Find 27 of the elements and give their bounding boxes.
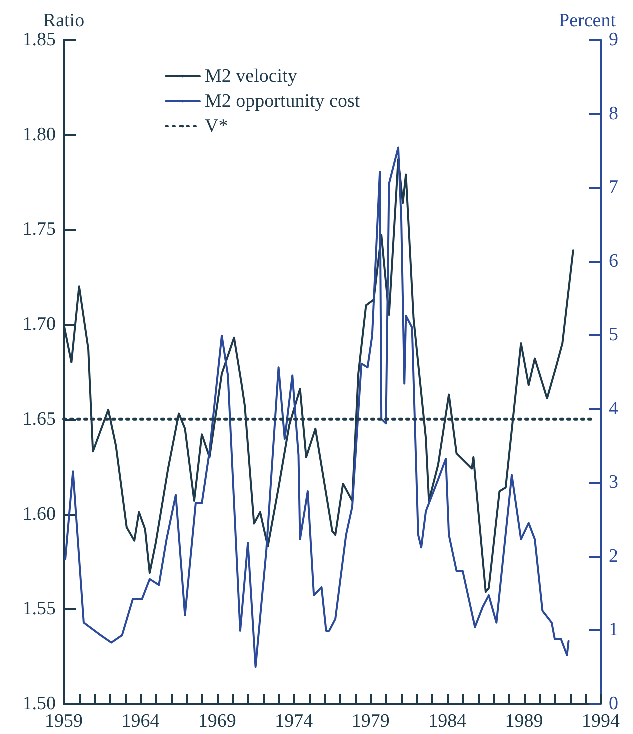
x-tick-label: 1979 xyxy=(352,711,390,732)
legend-label: M2 opportunity cost xyxy=(205,91,361,112)
y-tick-label: 1.80 xyxy=(22,124,56,146)
y-tick-label: 1.70 xyxy=(22,314,56,336)
y-axis-title: Ratio xyxy=(43,10,85,32)
x-tick-label: 1989 xyxy=(505,711,544,732)
y2-tick-label: 7 xyxy=(609,177,618,198)
y-tick-label: 1.85 xyxy=(22,30,56,50)
y-tick-label: 1.65 xyxy=(22,408,56,430)
x-tick-label: 1969 xyxy=(198,711,236,732)
y2-tick-label: 6 xyxy=(609,250,618,272)
y2-tick-label: 9 xyxy=(609,30,618,50)
y2-tick-label: 3 xyxy=(609,472,618,494)
x-tick-label: 1984 xyxy=(428,711,468,732)
x-tick-label: 1974 xyxy=(275,711,314,732)
legend-label: M2 velocity xyxy=(205,66,298,87)
x-tick-label: 1964 xyxy=(122,711,160,732)
y2-tick-label: 5 xyxy=(609,324,618,346)
y2-tick-label: 8 xyxy=(609,103,618,124)
y-tick-label: 1.75 xyxy=(22,219,56,240)
y-tick-label: 1.55 xyxy=(22,598,56,620)
y2-tick-label: 2 xyxy=(609,546,618,567)
y2-tick-label: 1 xyxy=(609,620,618,641)
y2-tick-label: 4 xyxy=(609,398,619,420)
y2-axis-title: Percent xyxy=(559,10,617,32)
y-tick-label: 1.60 xyxy=(22,504,56,525)
legend-label: V* xyxy=(205,116,228,137)
